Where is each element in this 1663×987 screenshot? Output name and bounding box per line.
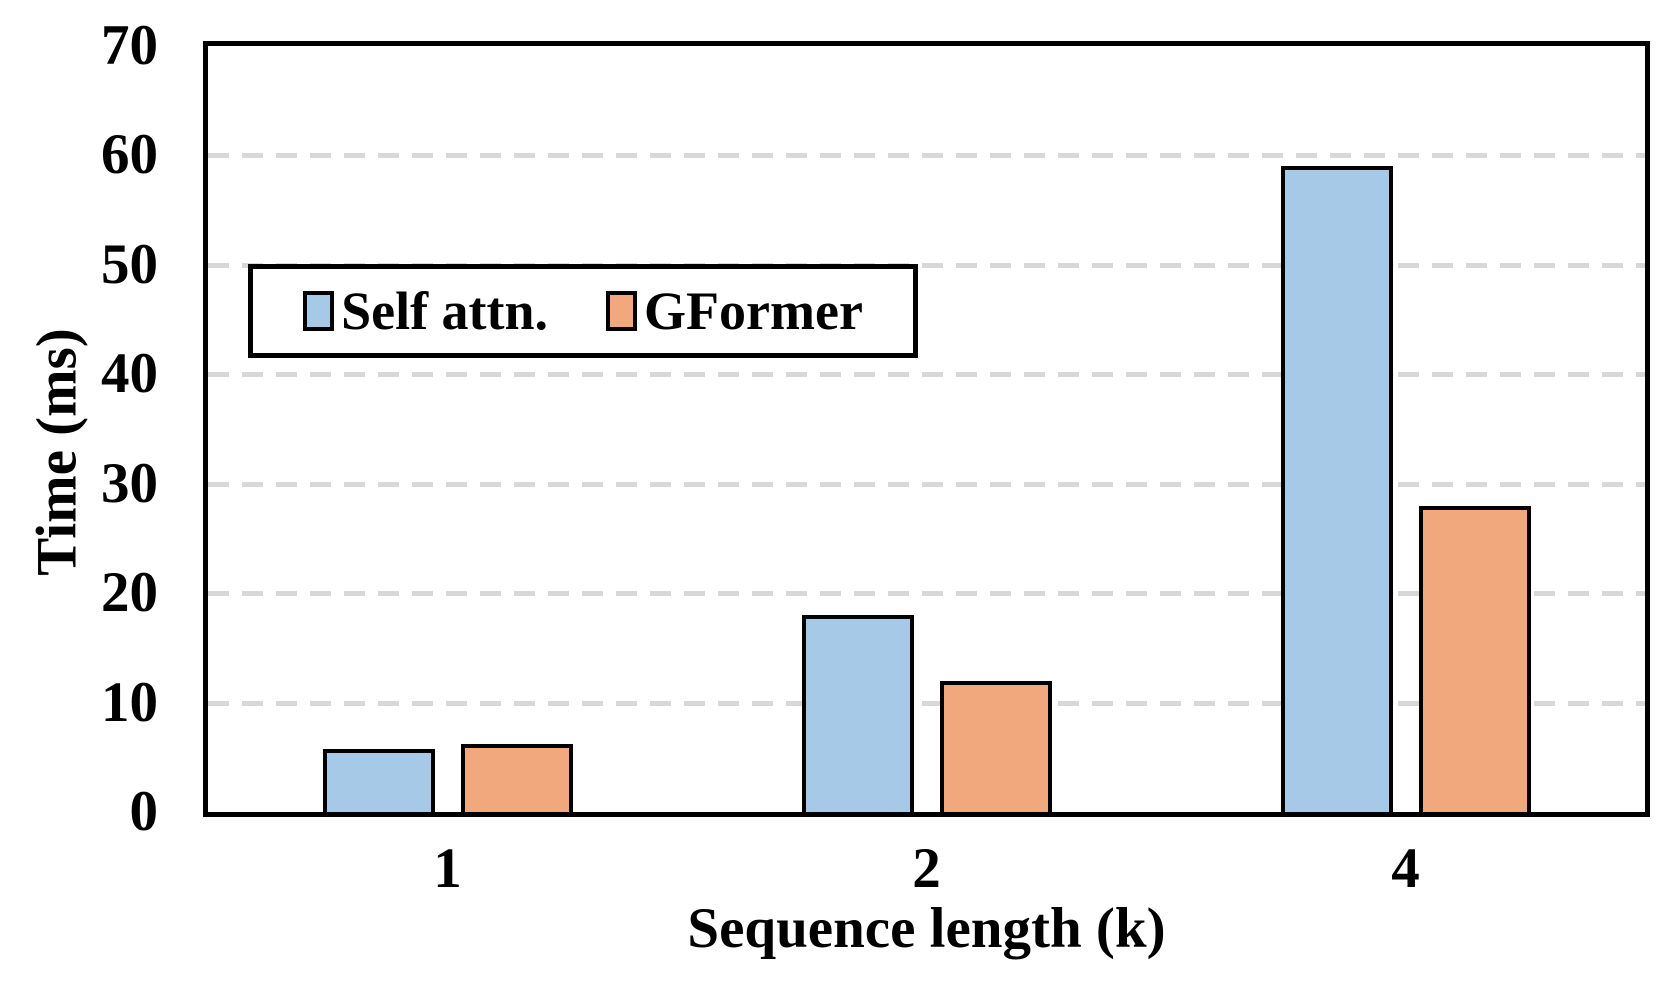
gridline-60	[208, 153, 1645, 159]
bar-self-attn-cat-1	[322, 748, 435, 812]
bar-gformer-cat-2	[939, 680, 1052, 812]
gformer-swatch	[606, 291, 638, 331]
gridline-20	[208, 591, 1645, 597]
legend-label-gformer: GFormer	[644, 281, 863, 341]
y-tick-label-50: 50	[101, 232, 158, 296]
y-tick-label-70: 70	[101, 14, 158, 77]
x-tick-label-4: 4	[1391, 837, 1420, 900]
bar-self-attn-cat-2	[801, 615, 914, 812]
legend-item-self-attn: Self attn.	[303, 284, 548, 338]
bar-gformer-cat-4	[1418, 505, 1531, 812]
y-tick-label-20: 20	[101, 561, 158, 625]
bar-self-attn-cat-4	[1280, 166, 1393, 812]
legend-item-gformer: GFormer	[606, 284, 863, 338]
legend: Self attn. GFormer	[248, 264, 918, 358]
plot-area: Self attn. GFormer	[203, 41, 1650, 817]
x-tick-label-2: 2	[912, 837, 941, 900]
y-tick-label-30: 30	[101, 451, 158, 515]
gridline-10	[208, 700, 1645, 706]
y-tick-label-0: 0	[129, 780, 159, 843]
gridline-40	[208, 372, 1645, 378]
y-tick-label-60: 60	[101, 123, 158, 187]
gridline-50	[208, 262, 1645, 268]
x-tick-label-1: 1	[433, 837, 462, 900]
self-attn-swatch	[303, 291, 335, 331]
x-axis-title: Sequence length (k)	[687, 897, 1166, 960]
bar-gformer-cat-1	[460, 744, 573, 812]
y-tick-label-10: 10	[101, 670, 158, 734]
legend-label-self-attn: Self attn.	[341, 281, 549, 341]
y-tick-label-40: 40	[101, 342, 158, 406]
gridline-30	[208, 481, 1645, 487]
